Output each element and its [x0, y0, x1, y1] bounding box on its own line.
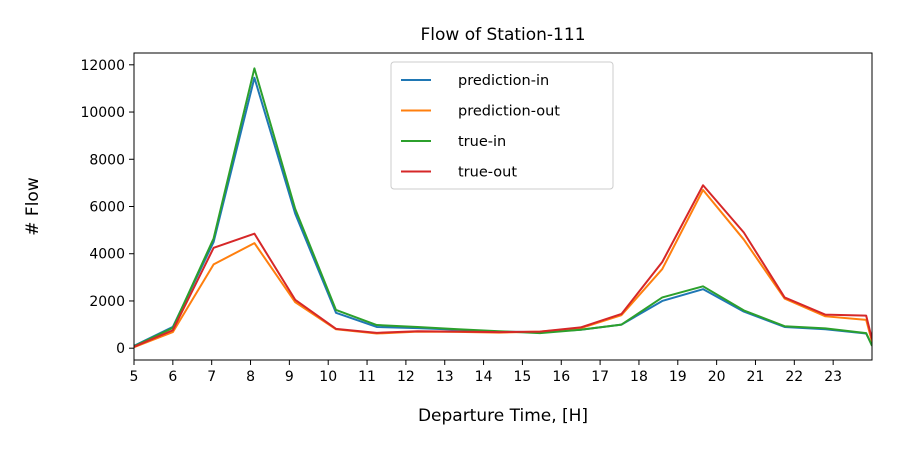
x-tick-label: 14	[475, 369, 493, 385]
x-tick-label: 6	[168, 369, 177, 385]
x-tick-label: 11	[358, 369, 376, 385]
legend-label-true-in: true-in	[458, 134, 506, 150]
y-tick-label: 6000	[89, 200, 125, 216]
y-tick-label: 0	[116, 341, 125, 357]
y-axis-label: # Flow	[23, 177, 43, 236]
x-tick-label: 23	[824, 369, 842, 385]
x-axis-ticks: 5 6 7 8 9 10 11 12 13 14 15 16 17 18 19 20 21 22 23	[130, 360, 842, 385]
x-tick-label: 7	[207, 369, 216, 385]
legend-box	[390, 61, 614, 190]
legend-label-prediction-in: prediction-in	[458, 73, 549, 89]
chart-title: Flow of Station-111	[420, 25, 585, 45]
x-tick-label: 18	[630, 369, 648, 385]
legend-label-prediction-out: prediction-out	[458, 104, 560, 120]
x-tick-label: 20	[708, 369, 726, 385]
y-tick-label: 10000	[80, 105, 125, 121]
legend-label-true-out: true-out	[458, 165, 517, 181]
y-tick-label: 4000	[89, 247, 125, 263]
legend: prediction-in prediction-out true-in true-o…	[390, 61, 614, 190]
y-axis-ticks: 0 2000 4000 6000 8000 10000 12000	[80, 58, 134, 357]
x-tick-label: 22	[785, 369, 803, 385]
y-tick-label: 8000	[89, 152, 125, 168]
x-tick-label: 16	[552, 369, 570, 385]
x-tick-label: 21	[747, 369, 765, 385]
x-axis-label: Departure Time, [H]	[418, 406, 588, 426]
x-tick-label: 10	[319, 369, 337, 385]
x-tick-label: 5	[130, 369, 139, 385]
series-line-prediction-out	[134, 188, 872, 349]
y-tick-label: 2000	[89, 294, 125, 310]
x-tick-label: 13	[436, 369, 454, 385]
plot-area	[133, 52, 873, 361]
x-tick-label: 8	[246, 369, 255, 385]
y-tick-label: 12000	[80, 58, 125, 74]
x-tick-label: 17	[591, 369, 609, 385]
x-tick-label: 9	[285, 369, 294, 385]
x-tick-label: 12	[397, 369, 415, 385]
x-tick-label: 19	[669, 369, 687, 385]
x-tick-label: 15	[514, 369, 532, 385]
series-line-true-out	[134, 184, 872, 348]
